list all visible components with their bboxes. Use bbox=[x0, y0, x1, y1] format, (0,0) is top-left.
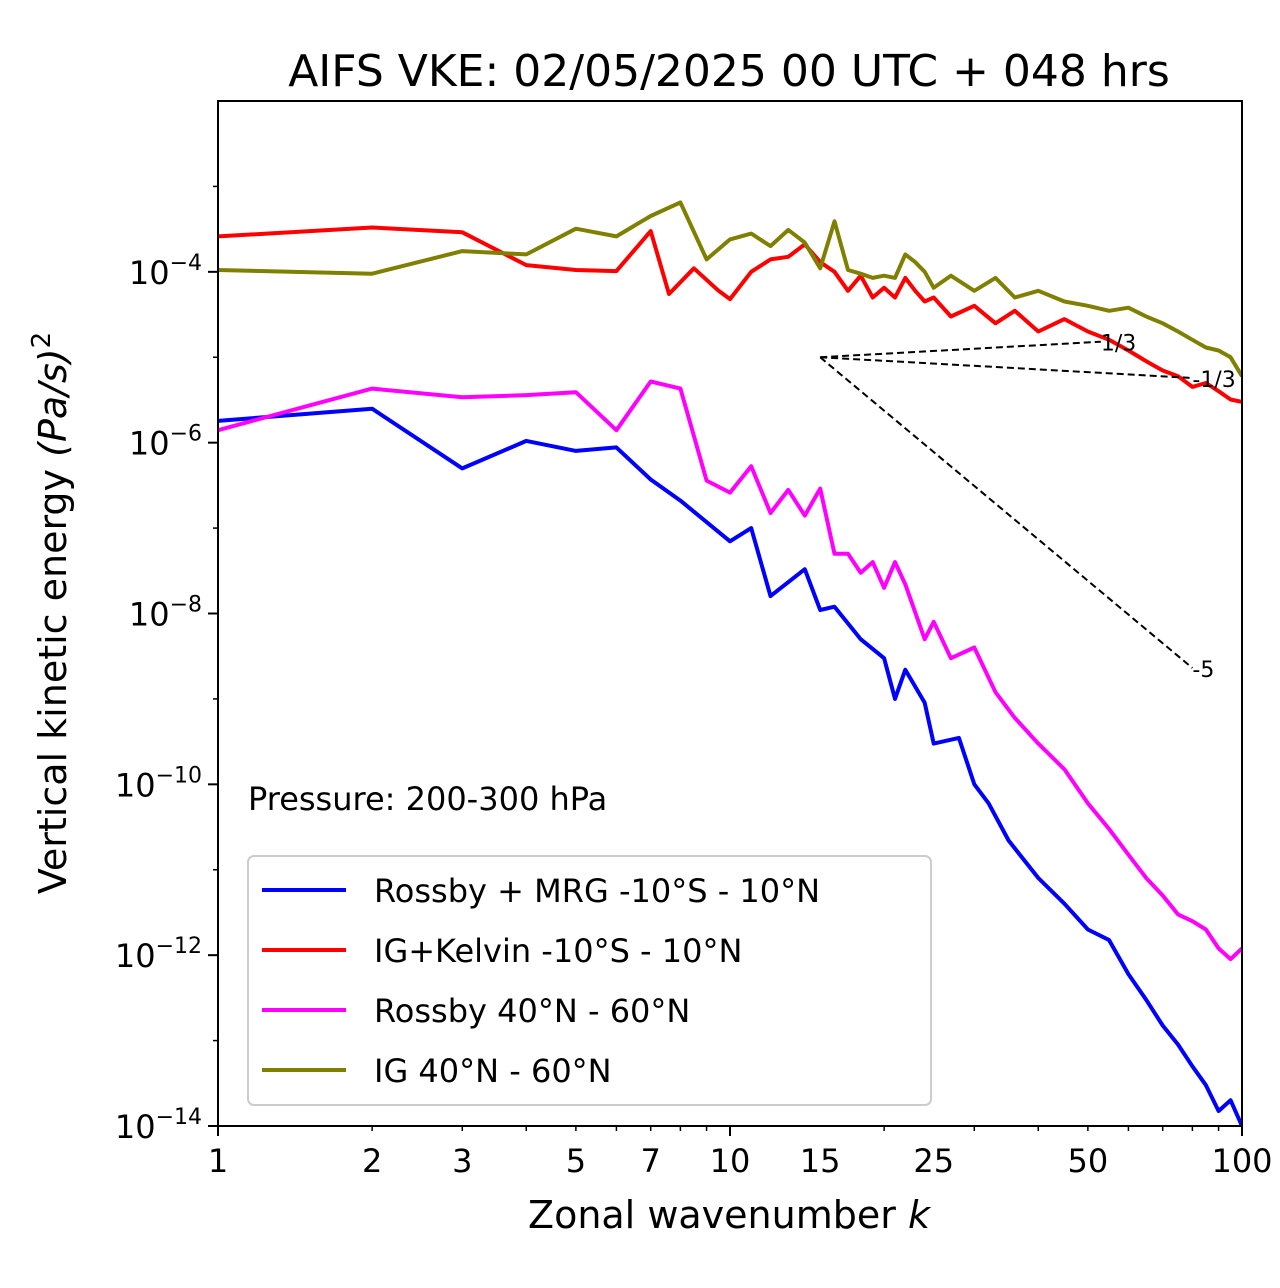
series-line-1 bbox=[218, 406, 1242, 1126]
x-tick-label: 2 bbox=[362, 1142, 382, 1180]
reference-label-1: 1/3 bbox=[1101, 332, 1136, 357]
series-line-4 bbox=[218, 200, 1242, 378]
y-axis-label: Vertical kinetic energy (Pa/s)2 bbox=[27, 332, 75, 894]
legend-label-2: IG+Kelvin -10°S - 10°N bbox=[374, 932, 742, 970]
series-group bbox=[218, 200, 1242, 1126]
x-tick-label: 100 bbox=[1211, 1142, 1272, 1180]
x-tick-label: 3 bbox=[452, 1142, 472, 1180]
y-axis-label-text: Vertical kinetic energy bbox=[31, 469, 75, 894]
y-tick-label: 10−4 bbox=[129, 251, 202, 292]
plot-area: 1/3 -1/3 -5 1 2 3 5 7 10 15 25 50 100 10−4 10−6 10−8 10−… bbox=[115, 100, 1273, 1180]
y-axis-label-exp: 2 bbox=[27, 332, 57, 349]
legend-frame bbox=[247, 855, 932, 1106]
x-tick-label: 5 bbox=[566, 1142, 586, 1180]
legend-label-4: IG 40°N - 60°N bbox=[374, 1052, 612, 1090]
reference-line-1 bbox=[820, 340, 1101, 359]
x-axis-label-var: k bbox=[908, 1193, 932, 1237]
x-tick-label: 1 bbox=[208, 1142, 228, 1180]
legend-label-3: Rossby 40°N - 60°N bbox=[374, 992, 690, 1030]
x-tick-label: 7 bbox=[641, 1142, 661, 1180]
y-tick-label: 10−6 bbox=[129, 422, 202, 463]
reference-label-2: -1/3 bbox=[1192, 368, 1235, 393]
legend: Rossby + MRG -10°S - 10°N IG+Kelvin -10°S… bbox=[247, 855, 932, 1106]
x-axis-label-text: Zonal wavenumber bbox=[528, 1193, 896, 1237]
series-line-3 bbox=[218, 379, 1242, 962]
reference-line-2 bbox=[820, 356, 1193, 379]
y-tick-label: 10−14 bbox=[115, 1105, 202, 1146]
y-axis-label-unit: (Pa/s) bbox=[31, 348, 75, 456]
x-tick-label: 10 bbox=[710, 1142, 751, 1180]
chart-title: AIFS VKE: 02/05/2025 00 UTC + 048 hrs bbox=[288, 46, 1170, 97]
legend-label-1: Rossby + MRG -10°S - 10°N bbox=[374, 872, 820, 910]
x-tick-label: 50 bbox=[1068, 1142, 1109, 1180]
reference-line-3 bbox=[819, 356, 1194, 669]
pressure-annotation: Pressure: 200-300 hPa bbox=[248, 780, 607, 818]
y-tick-label: 10−12 bbox=[115, 934, 202, 975]
reference-label-3: -5 bbox=[1192, 658, 1214, 683]
series-line-2 bbox=[218, 225, 1242, 404]
y-tick-label: 10−10 bbox=[115, 763, 202, 804]
x-axis-label: Zonal wavenumber k bbox=[528, 1193, 932, 1237]
x-tick-label: 25 bbox=[913, 1142, 954, 1180]
x-tick-label: 15 bbox=[800, 1142, 841, 1180]
y-tick-label: 10−8 bbox=[129, 593, 202, 634]
